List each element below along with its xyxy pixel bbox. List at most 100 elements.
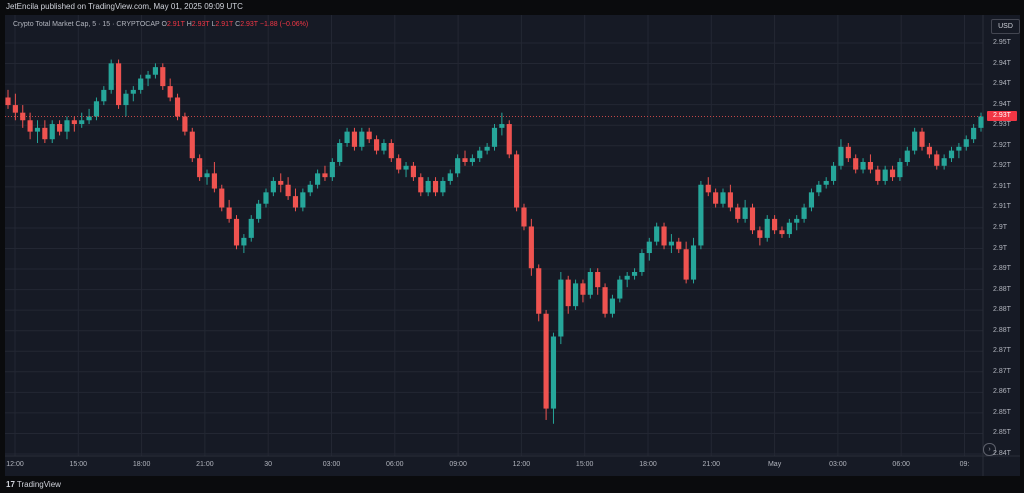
candle-body [779,230,785,235]
candle-body [108,63,114,90]
publish-info: JetEncila published on TradingView.com, … [6,2,243,11]
current-price-label: 2.93T [987,111,1017,122]
candle-body [830,165,837,181]
currency-button[interactable]: USD [991,19,1020,34]
candle-body [853,158,859,170]
candle-body [462,158,468,162]
candle-body [115,63,122,106]
x-tick-label: 03:00 [829,461,847,468]
candle-body [602,287,608,314]
x-tick-label: 03:00 [322,461,341,468]
symbol-label: Crypto Total Market Cap, 5 · 15 · CRYPTO… [13,21,160,28]
candle-body [823,180,829,185]
x-tick-label: 09: [959,461,970,468]
chart-area[interactable]: Crypto Total Market Cap, 5 · 15 · CRYPTO… [5,15,1020,476]
y-tick-label: 2.88T [993,285,1011,293]
candle-body [329,161,335,178]
candle-body [12,105,18,113]
candle-body [808,192,815,208]
candle-body [79,120,85,125]
candle-body [705,184,711,193]
candle-body [359,131,365,147]
candle-body [956,146,962,151]
tradingview-logo[interactable]: 17 TradingView [6,480,61,489]
candle-body [565,279,571,307]
candle-body [948,150,955,159]
candle-body [514,154,520,208]
candle-body [742,207,748,219]
candle-body [720,192,726,204]
candle-body [49,124,55,140]
candle-body [57,124,63,132]
candle-body [307,184,313,193]
publish-bar: JetEncila published on TradingView.com, … [0,0,1024,15]
candle-body [668,241,674,246]
candle-body [469,158,475,162]
candle-body [396,158,402,170]
low-value: 2.91T [215,21,234,28]
candle-body [388,143,394,159]
candle-body [875,169,881,181]
y-tick-label: 2.9T [993,244,1008,252]
x-tick-label: 18:00 [639,461,657,468]
x-tick-label: 30 [264,461,273,468]
candle-body [816,184,822,193]
candlestick-chart[interactable] [5,15,1020,476]
candle-body [130,89,136,94]
candle-body [263,192,269,204]
candle-body [455,158,461,174]
candle-body [794,218,800,223]
candle-body [595,272,601,288]
candle-body [683,249,689,280]
y-tick-label: 2.94T [993,100,1011,108]
candle-body [882,169,888,181]
candle-body [322,173,328,178]
candle-body [410,165,416,178]
candle-body [204,173,210,178]
candle-body [285,184,291,197]
candle-body [690,245,697,280]
candle-body [101,89,107,102]
candle-body [160,67,166,87]
candle-body [786,222,792,235]
candle-body [226,207,232,219]
candle-body [801,207,807,219]
candle-body [904,150,910,162]
candle-body [654,226,660,242]
candle-body [499,124,505,128]
y-tick-label: 2.84T [993,450,1011,457]
candle-body [241,237,247,246]
candle-body [698,184,704,246]
candle-body [123,93,129,106]
candle-body [978,116,984,128]
candle-body [484,146,490,151]
y-tick-label: 2.92T [993,162,1011,170]
candle-body [912,131,918,151]
candle-body [646,241,652,254]
candle-body [211,173,217,189]
x-tick-label: 12:00 [6,461,24,468]
candle-body [757,230,763,238]
candle-body [182,116,188,132]
candle-body [447,173,453,181]
candle-body [521,207,527,227]
candle-body [661,226,667,246]
candle-body [617,279,623,299]
candle-body [233,218,240,246]
candle-body [919,131,925,147]
candle-body [506,124,512,155]
candle-body [867,161,874,170]
candle-body [351,131,358,147]
y-tick-label: 2.9T [993,223,1008,231]
candle-body [889,169,896,178]
candle-body [440,180,446,193]
candle-body [403,165,409,170]
y-tick-label: 2.91T [993,203,1011,211]
candle-body [20,112,26,121]
candle-body [609,298,616,314]
candle-body [278,180,284,185]
candle-body [558,279,564,337]
tradingview-logo-text: TradingView [16,480,61,489]
scroll-to-realtime-button[interactable]: › [983,443,996,456]
candle-body [315,173,321,185]
